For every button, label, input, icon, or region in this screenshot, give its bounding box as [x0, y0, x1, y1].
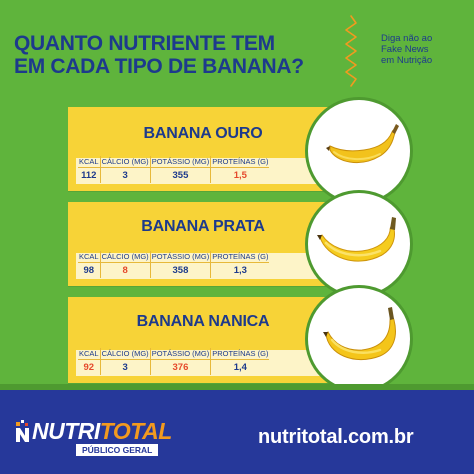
brand-name: NUTRITOTAL: [32, 418, 172, 445]
banana-image-nanica: [308, 288, 410, 390]
banana-icon: [323, 307, 396, 361]
value-potassio: 376: [149, 359, 211, 375]
value-proteinas: 1,3: [210, 262, 270, 278]
value-proteinas: 1,5: [210, 167, 270, 183]
banana-name: BANANA PRATA: [141, 218, 265, 235]
value-kcal: 92: [83, 362, 95, 373]
banana-icon: [317, 217, 396, 262]
brand-part-1: NUTRI: [32, 418, 100, 444]
value-calcio: 3: [99, 359, 151, 375]
header-proteinas: PROTEÍNAS (G): [210, 348, 270, 360]
title-line-2: EM CADA TIPO DE BANANA?: [14, 55, 304, 78]
nutrient-table: KCAL CÁLCIO (MG) POTÁSSIO (MG) PROTEÍNAS…: [78, 348, 270, 375]
header-proteinas: PROTEÍNAS (G): [210, 251, 270, 263]
header-potassio: POTÁSSIO (MG): [149, 156, 211, 168]
website-link[interactable]: nutritotal.com.br: [258, 426, 414, 448]
banana-icon: [326, 124, 399, 164]
header-potassio: POTÁSSIO (MG): [149, 251, 211, 263]
value-calcio: 8: [99, 262, 151, 278]
table-row: 92 3 376 1,4: [78, 359, 270, 375]
value-proteinas: 1,4: [210, 359, 270, 375]
header-potassio: POTÁSSIO (MG): [149, 348, 211, 360]
nutritotal-logo[interactable]: NUTRITOTAL PÚBLICO GERAL: [14, 418, 184, 462]
nutritotal-logo-icon: [16, 420, 29, 442]
value-potassio: 355: [149, 167, 211, 183]
title-line-1: QUANTO NUTRIENTE TEM: [14, 32, 275, 55]
value-kcal: 98: [83, 265, 95, 276]
value-kcal: 112: [81, 170, 97, 181]
brand-part-2: TOTAL: [99, 418, 173, 444]
nutrient-table: KCAL CÁLCIO (MG) POTÁSSIO (MG) PROTEÍNAS…: [78, 251, 270, 278]
footer: [0, 390, 474, 474]
header-calcio: CÁLCIO (MG): [99, 348, 151, 360]
table-row: 112 3 355 1,5: [78, 167, 270, 183]
value-calcio: 3: [99, 167, 151, 183]
header-calcio: CÁLCIO (MG): [99, 251, 151, 263]
zigzag-icon: [345, 15, 357, 87]
header-kcal: KCAL: [78, 251, 101, 263]
banana-name: BANANA OURO: [143, 125, 263, 142]
banana-name: BANANA NANICA: [136, 313, 270, 330]
header-kcal: KCAL: [78, 348, 101, 360]
banana-image-prata: [308, 193, 410, 295]
value-potassio: 358: [149, 262, 211, 278]
table-row: 98 8 358 1,3: [78, 262, 270, 278]
banana-image-ouro: [308, 100, 410, 202]
header-proteinas: PROTEÍNAS (G): [210, 156, 270, 168]
banana-card-prata: BANANA PRATA KCAL CÁLCIO (MG) POTÁSSIO (…: [68, 202, 358, 286]
tagline-line-1: Diga não ao: [381, 33, 433, 44]
header-kcal: KCAL: [78, 156, 101, 168]
nutrient-table: KCAL CÁLCIO (MG) POTÁSSIO (MG) PROTEÍNAS…: [78, 156, 270, 183]
brand-subtitle: PÚBLICO GERAL: [76, 444, 159, 456]
footer-divider: [0, 384, 474, 392]
banana-card-nanica: BANANA NANICA KCAL CÁLCIO (MG) POTÁSSIO …: [68, 297, 358, 383]
header-calcio: CÁLCIO (MG): [99, 156, 151, 168]
tagline-line-3: em Nutrição: [381, 55, 433, 66]
tagline-line-2: Fake News: [381, 44, 429, 55]
page-title: QUANTO NUTRIENTE TEM EM CADA TIPO DE BAN…: [14, 32, 344, 78]
tagline: Diga não ao Fake News em Nutrição: [381, 33, 471, 66]
